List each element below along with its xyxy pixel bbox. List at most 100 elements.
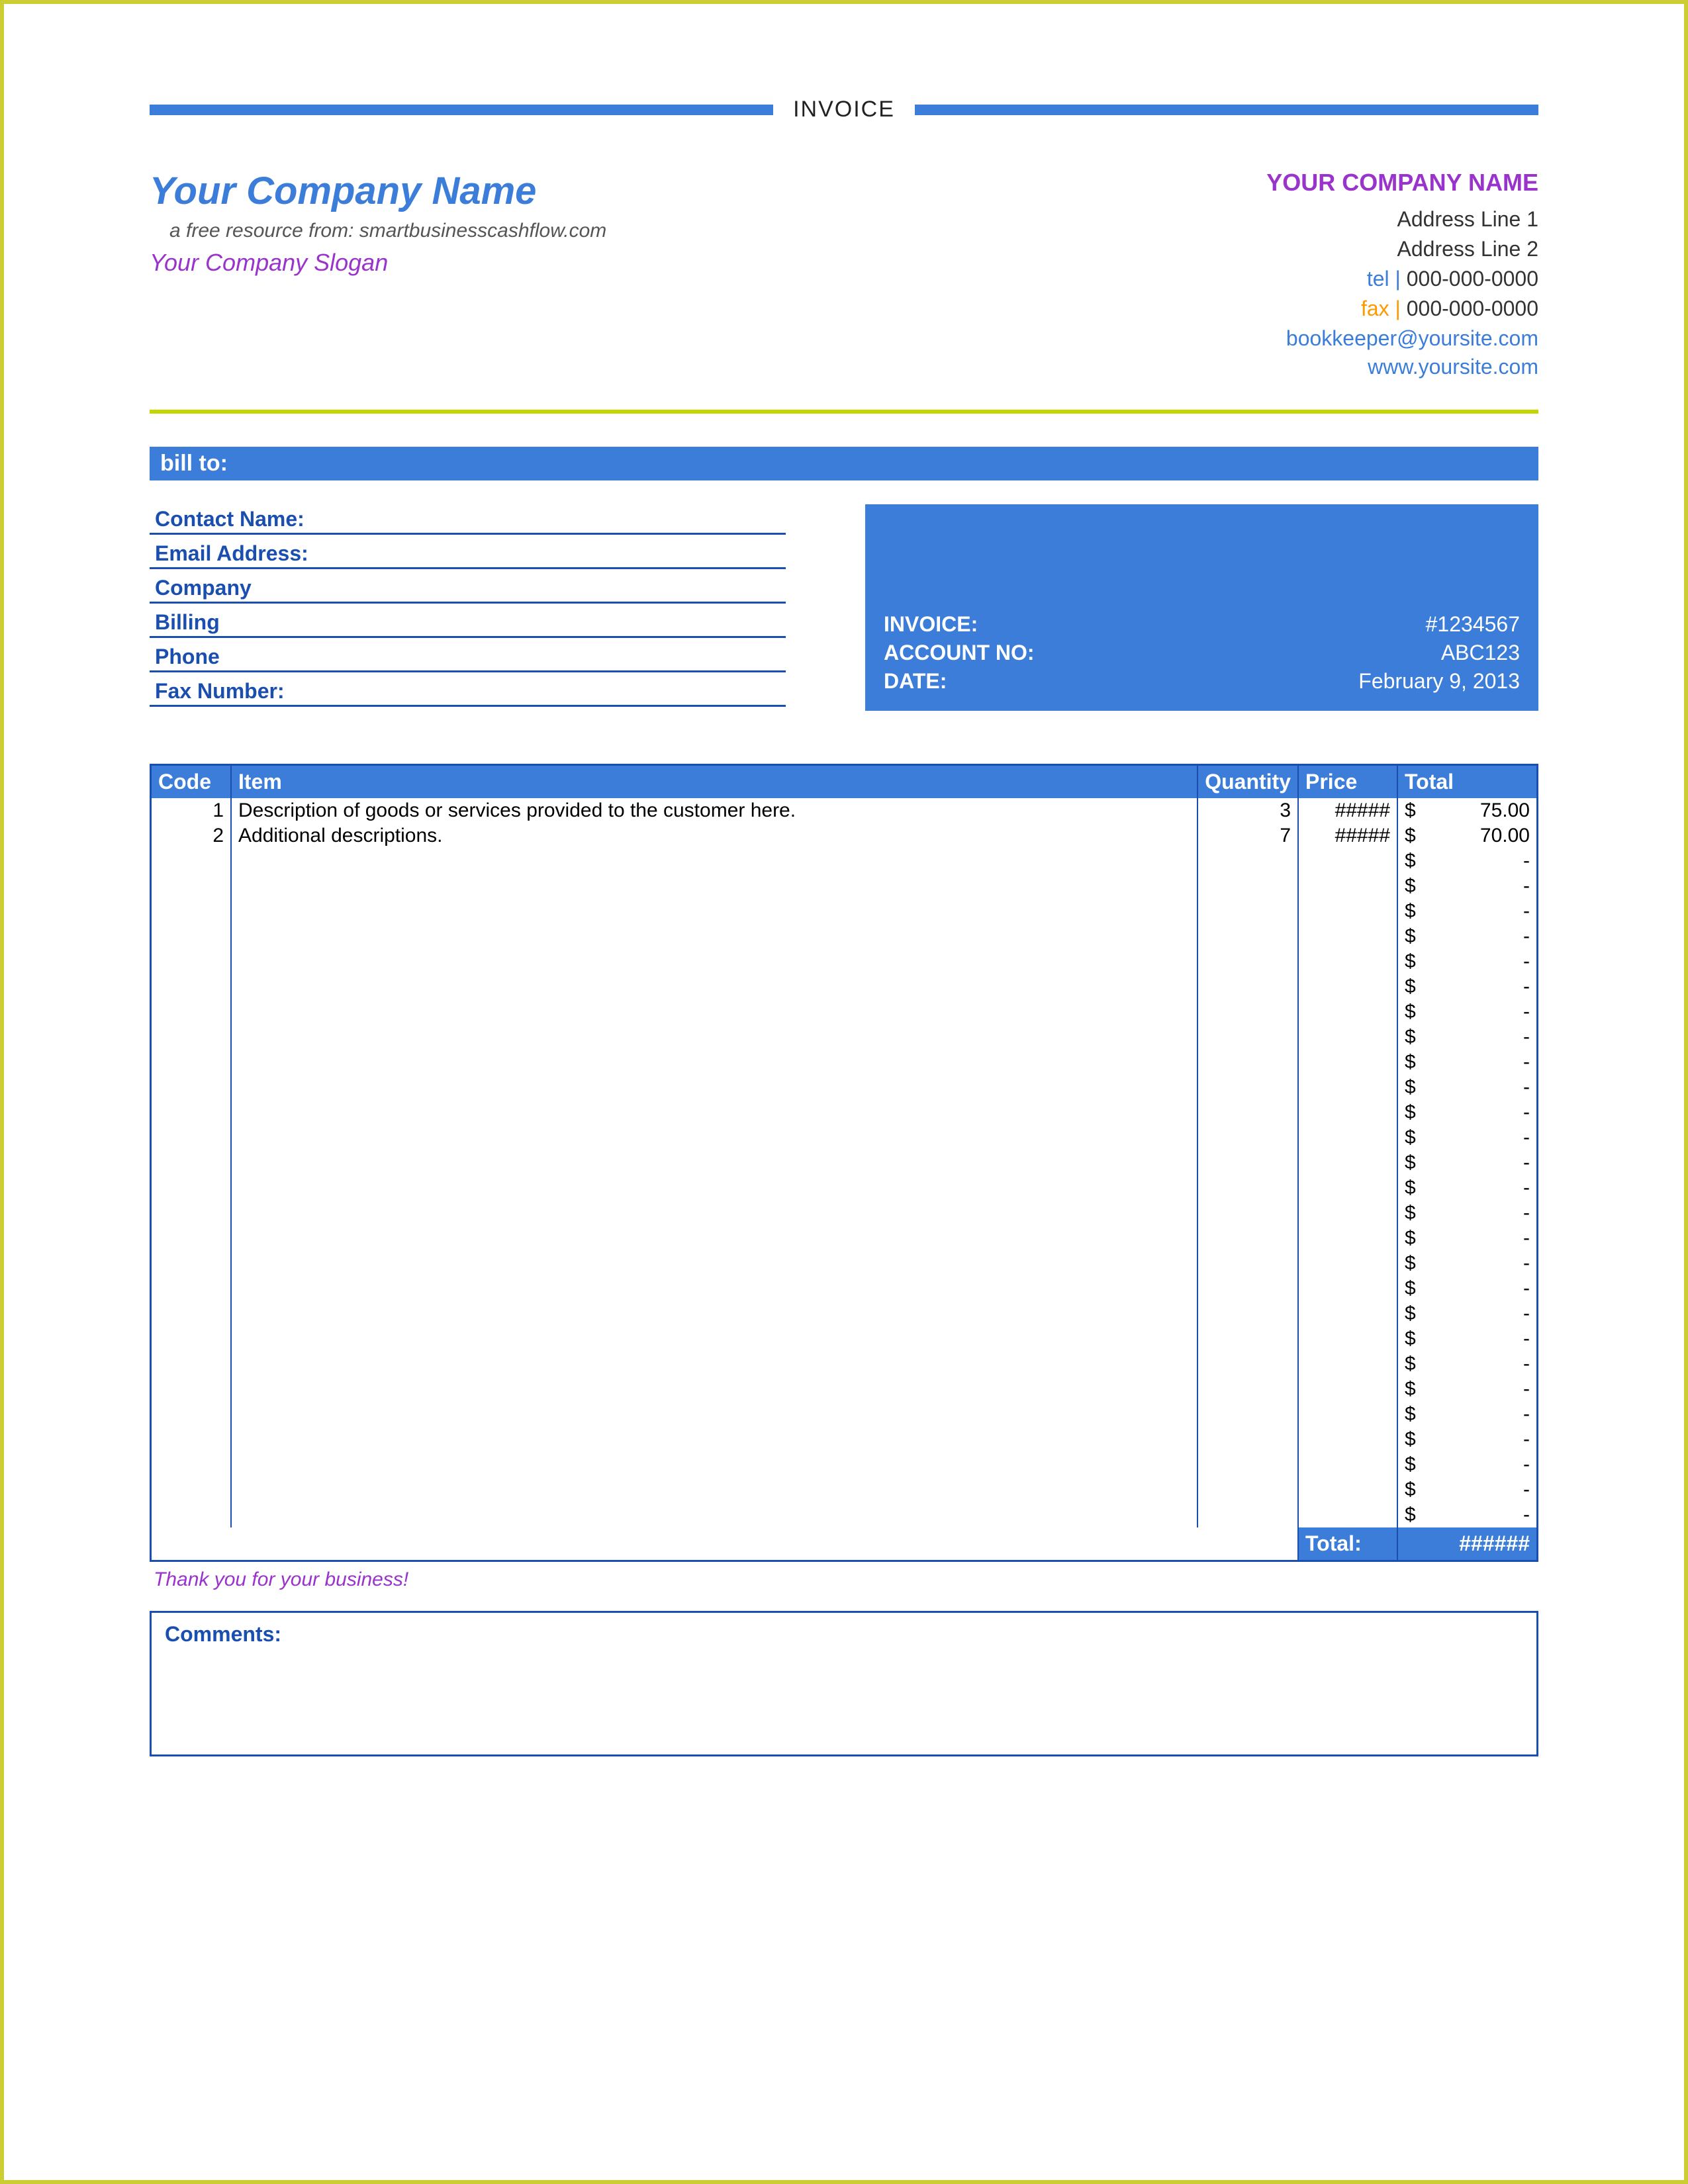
cell [152, 1024, 231, 1050]
cell-total: $- [1397, 1175, 1536, 1201]
bill-to-fields: Contact Name: Email Address: Company Billin… [150, 504, 786, 711]
cell [1298, 1150, 1397, 1175]
cell [1197, 1402, 1298, 1427]
cell-total: $- [1397, 874, 1536, 899]
bill-field[interactable]: Fax Number: [150, 676, 786, 707]
amount: 70.00 [1480, 825, 1530, 847]
cell-total: $- [1397, 1050, 1536, 1075]
cell [231, 1175, 1197, 1201]
cell [1197, 1452, 1298, 1477]
bill-field[interactable]: Company [150, 573, 786, 604]
currency-symbol: $ [1405, 900, 1416, 923]
cell-total: $- [1397, 1276, 1536, 1301]
amount: - [1523, 1428, 1530, 1451]
fax-line: fax | 000-000-0000 [844, 296, 1538, 321]
cell [1298, 1452, 1397, 1477]
bill-field[interactable]: Phone [150, 642, 786, 672]
cell-total: $- [1397, 924, 1536, 949]
divider-rule [150, 410, 1538, 414]
table-row: $- [152, 1226, 1536, 1251]
currency-symbol: $ [1405, 1504, 1416, 1526]
cell [152, 1251, 231, 1276]
cell [152, 1100, 231, 1125]
bill-field[interactable]: Billing [150, 608, 786, 638]
cell [231, 848, 1197, 874]
cell [152, 1377, 231, 1402]
cell [231, 999, 1197, 1024]
amount: - [1523, 1202, 1530, 1224]
cell: Description of goods or services provide… [231, 798, 1197, 823]
col-header-quantity: Quantity [1197, 766, 1298, 798]
email-link[interactable]: bookkeeper@yoursite.com [844, 326, 1538, 351]
cell-total: $- [1397, 1150, 1536, 1175]
table-row: 1Description of goods or services provid… [152, 798, 1536, 823]
table-row: $- [152, 1201, 1536, 1226]
resource-credit: a free resource from: smartbusinesscashf… [169, 220, 844, 242]
cell [1197, 999, 1298, 1024]
cell [152, 874, 231, 899]
cell [152, 1175, 231, 1201]
amount: - [1523, 1252, 1530, 1275]
title-bar-right [915, 105, 1538, 115]
website-link[interactable]: www.yoursite.com [844, 355, 1538, 379]
cell-total: $- [1397, 1326, 1536, 1351]
table-row: $- [152, 899, 1536, 924]
cell-total: $- [1397, 1301, 1536, 1326]
cell [152, 1326, 231, 1351]
cell: ##### [1298, 798, 1397, 823]
currency-symbol: $ [1405, 799, 1416, 822]
currency-symbol: $ [1405, 1001, 1416, 1023]
cell [231, 1125, 1197, 1150]
cell [231, 1427, 1197, 1452]
table-row: $- [152, 1150, 1536, 1175]
cell [1298, 1377, 1397, 1402]
table-row: 2Additional descriptions.7#####$70.00 [152, 823, 1536, 848]
cell-total: $- [1397, 1075, 1536, 1100]
cell [152, 1452, 231, 1477]
account-label: ACCOUNT NO: [884, 641, 1035, 665]
amount: - [1523, 1026, 1530, 1048]
currency-symbol: $ [1405, 1378, 1416, 1400]
cell [231, 1100, 1197, 1125]
bill-field[interactable]: Contact Name: [150, 504, 786, 535]
bill-field[interactable]: Email Address: [150, 539, 786, 569]
cell-total: $- [1397, 1377, 1536, 1402]
cell [231, 1024, 1197, 1050]
cell [1197, 848, 1298, 874]
total-label: Total: [1298, 1527, 1397, 1560]
amount: - [1523, 925, 1530, 948]
cell [152, 1050, 231, 1075]
currency-symbol: $ [1405, 1051, 1416, 1073]
cell [1197, 1377, 1298, 1402]
cell [152, 1301, 231, 1326]
cell [152, 1402, 231, 1427]
cell-total: $- [1397, 1125, 1536, 1150]
cell [152, 1125, 231, 1150]
cell [1298, 899, 1397, 924]
bill-section: Contact Name: Email Address: Company Billin… [150, 504, 1538, 711]
amount: - [1523, 1177, 1530, 1199]
cell [1298, 924, 1397, 949]
cell [152, 1502, 231, 1527]
total-value: ###### [1397, 1527, 1536, 1560]
cell [1298, 1050, 1397, 1075]
currency-symbol: $ [1405, 1101, 1416, 1124]
currency-symbol: $ [1405, 1479, 1416, 1501]
invoice-summary-box: INVOICE: #1234567 ACCOUNT NO: ABC123 DAT… [865, 504, 1538, 711]
company-name-right: YOUR COMPANY NAME [844, 169, 1538, 197]
cell [1298, 1201, 1397, 1226]
cell [231, 1402, 1197, 1427]
amount: - [1523, 1126, 1530, 1149]
cell [152, 1276, 231, 1301]
cell-total: $- [1397, 899, 1536, 924]
comments-box[interactable]: Comments: [150, 1611, 1538, 1756]
currency-symbol: $ [1405, 1277, 1416, 1300]
cell [1298, 1075, 1397, 1100]
cell [231, 1377, 1197, 1402]
table-row: $- [152, 1326, 1536, 1351]
cell [231, 1150, 1197, 1175]
cell [1298, 974, 1397, 999]
cell [231, 1050, 1197, 1075]
amount: 75.00 [1480, 799, 1530, 822]
table-row: $- [152, 1125, 1536, 1150]
